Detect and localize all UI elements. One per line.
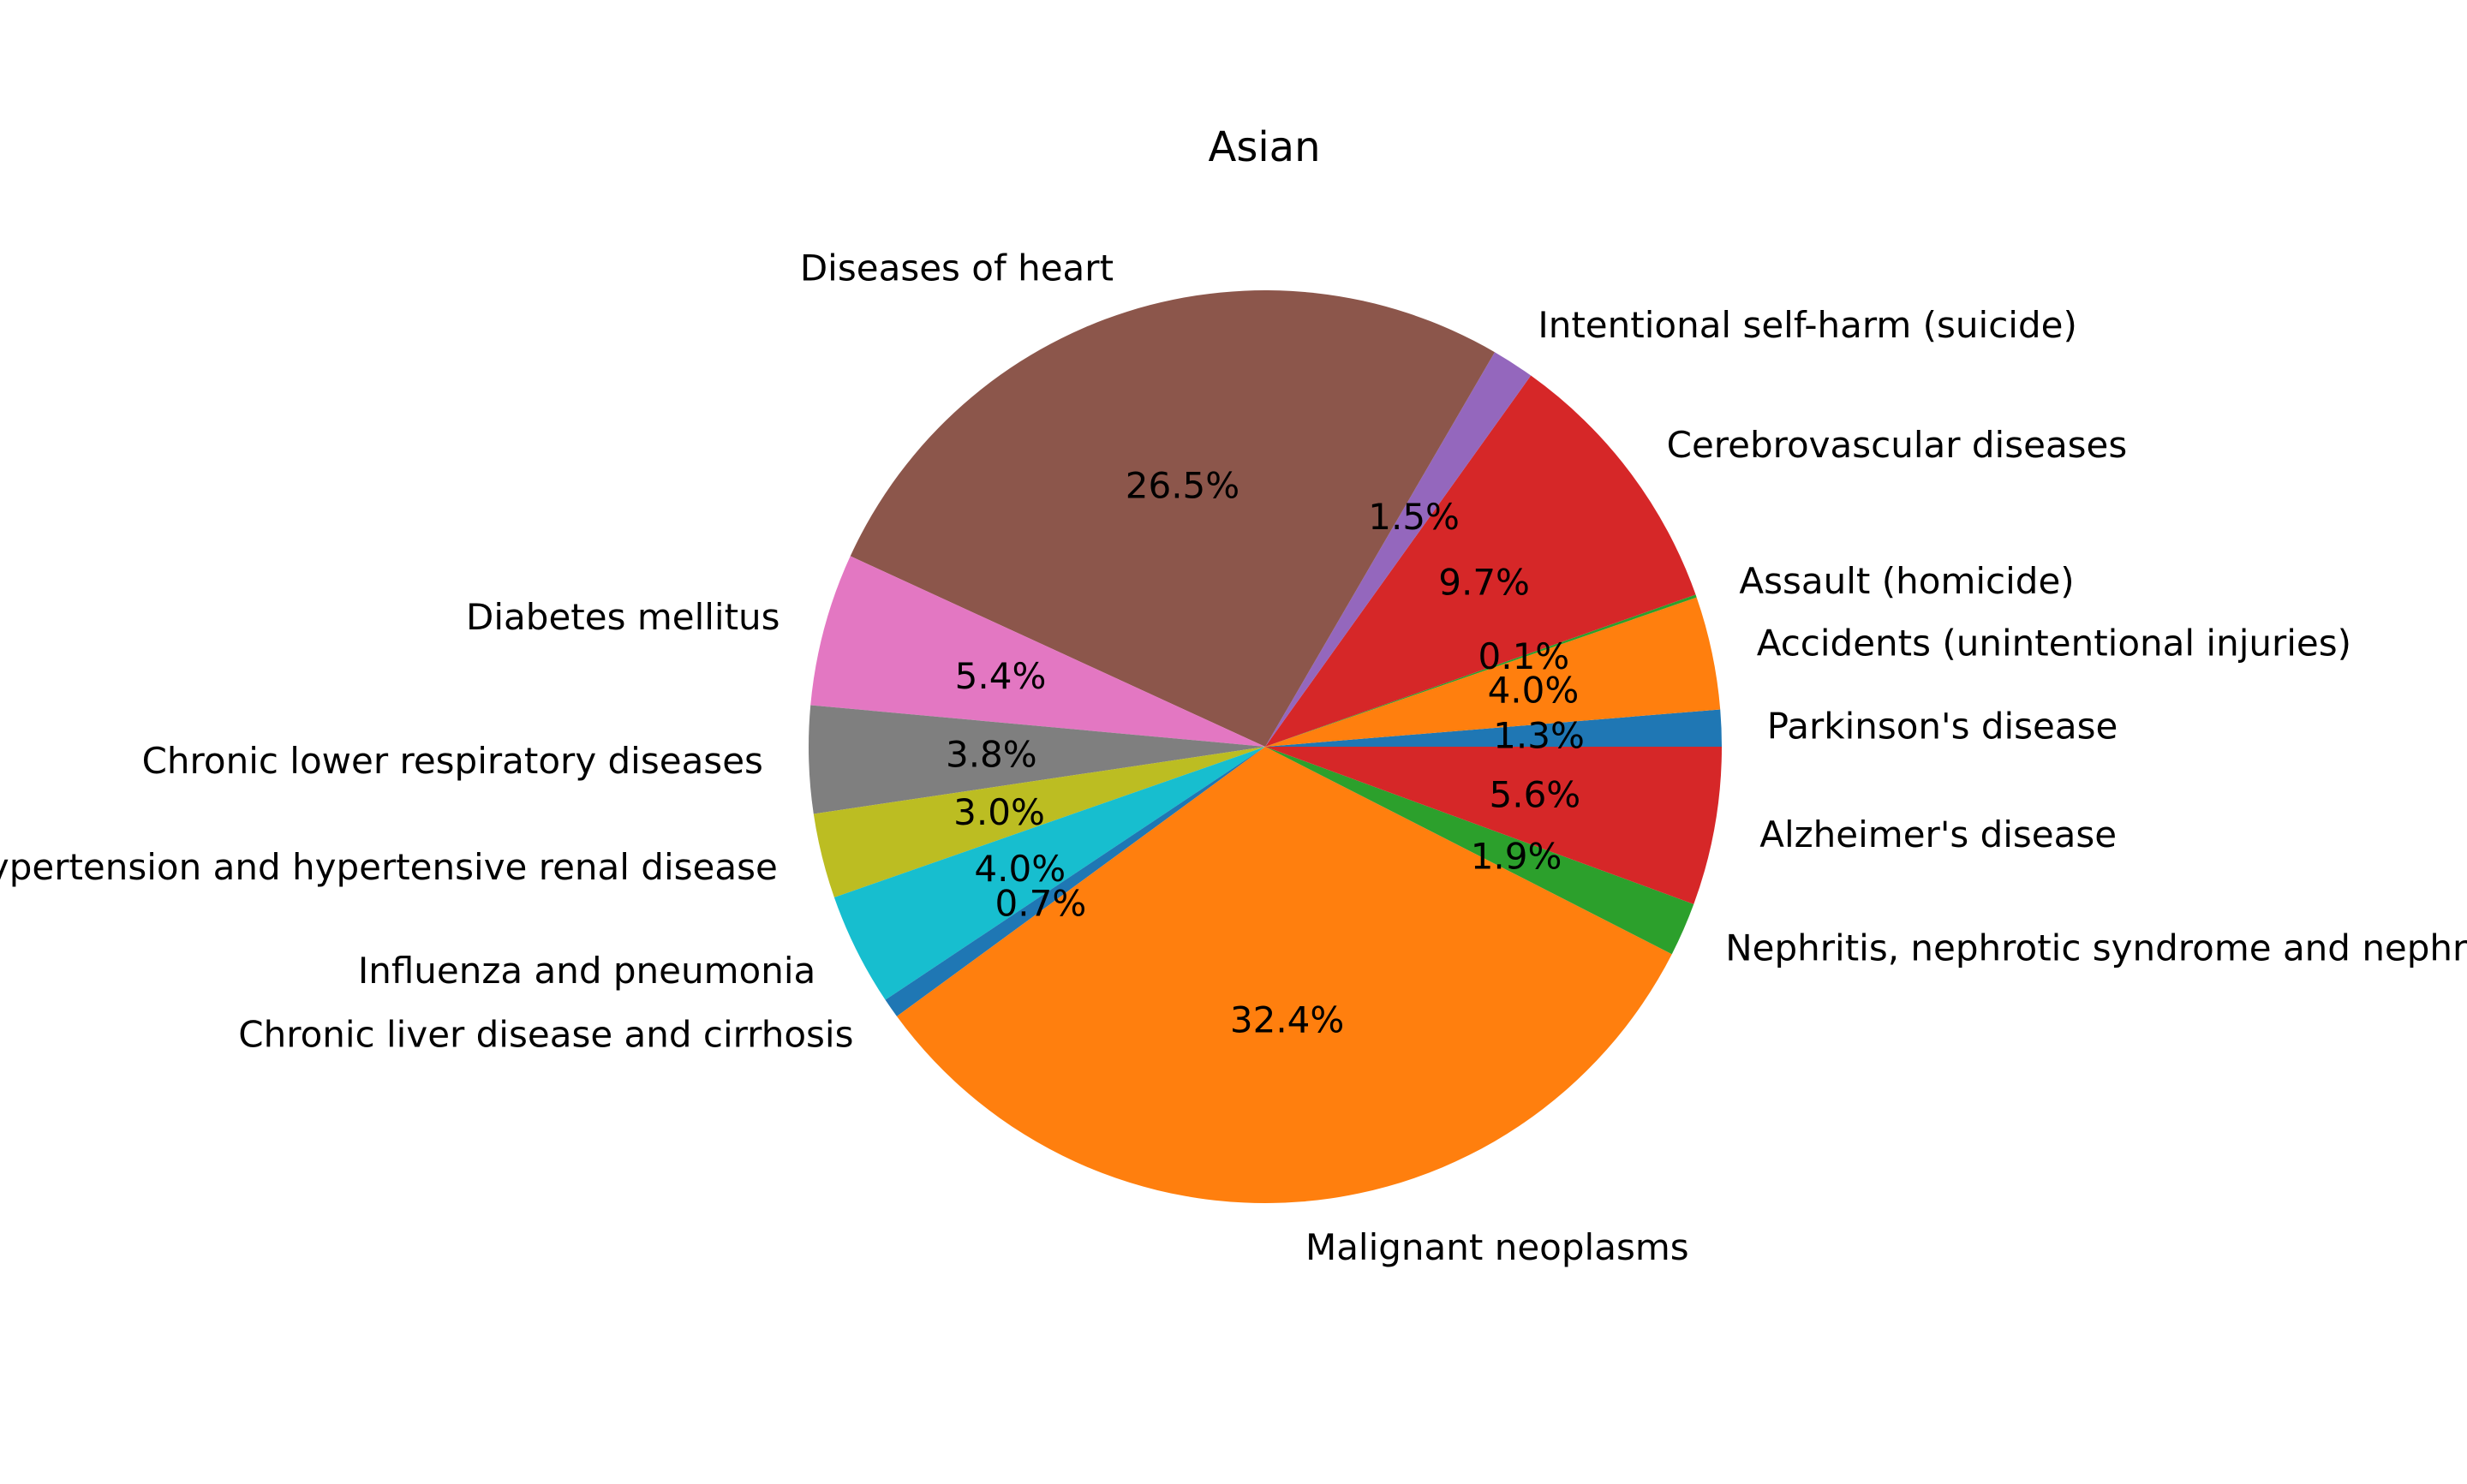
pie-slice-influenza-and-pneumonia bbox=[833, 747, 1265, 1000]
slice-labels: Parkinson's disease Accidents (unintentio… bbox=[0, 247, 2467, 1268]
slice-label-cerebrovascular-diseases: Cerebrovascular diseases bbox=[1667, 424, 2128, 466]
percent-labels: 1.3%4.0%0.1%9.7%1.5%26.5%5.4%3.8%3.0%4.0… bbox=[946, 465, 1585, 1041]
percent-label-diabetes-mellitus: 5.4% bbox=[955, 655, 1047, 697]
slice-label-assault-homicide: Assault (homicide) bbox=[1739, 560, 2074, 602]
slice-label-diseases-of-heart: Diseases of heart bbox=[800, 247, 1114, 289]
slice-label-nephritis-nephrotic-syndrome-and-nephrosis: Nephritis, nephrotic syndrome and nephro… bbox=[1725, 927, 2467, 968]
percent-label-alzheimer-s-disease: 5.6% bbox=[1490, 774, 1581, 816]
pie-slices bbox=[809, 290, 1722, 1203]
chart-title: Asian bbox=[1208, 123, 1320, 171]
pie-slice-parkinson-s-disease bbox=[1265, 709, 1722, 747]
percent-label-intentional-self-harm-suicide: 1.5% bbox=[1368, 496, 1460, 538]
percent-label-influenza-and-pneumonia: 4.0% bbox=[974, 848, 1066, 890]
percent-label-diseases-of-heart: 26.5% bbox=[1126, 465, 1239, 507]
pie-slice-intentional-self-harm-suicide bbox=[1265, 352, 1532, 747]
slice-label-accidents-unintentional-injuries: Accidents (unintentional injuries) bbox=[1757, 623, 2351, 665]
percent-label-cerebrovascular-diseases: 9.7% bbox=[1438, 561, 1530, 603]
pie-slice-diseases-of-heart bbox=[850, 290, 1495, 747]
percent-label-nephritis-nephrotic-syndrome-and-nephrosis: 1.9% bbox=[1471, 836, 1562, 878]
pie-slice-nephritis-nephrotic-syndrome-and-nephrosis bbox=[1265, 747, 1694, 955]
pie-slice-malignant-neoplasms bbox=[896, 747, 1672, 1203]
percent-label-malignant-neoplasms: 32.4% bbox=[1230, 998, 1344, 1040]
pie-slice-chronic-liver-disease-and-cirrhosis bbox=[885, 747, 1265, 1016]
pie-slice-essential-hypertension-and-hypertensive-renal-disease bbox=[813, 747, 1265, 897]
slice-label-diabetes-mellitus: Diabetes mellitus bbox=[466, 596, 780, 638]
slice-label-influenza-and-pneumonia: Influenza and pneumonia bbox=[358, 950, 815, 992]
percent-label-chronic-liver-disease-and-cirrhosis: 0.7% bbox=[995, 883, 1087, 925]
pie-slice-cerebrovascular-diseases bbox=[1265, 375, 1696, 747]
slice-label-alzheimer-s-disease: Alzheimer's disease bbox=[1759, 814, 2117, 855]
percent-label-chronic-lower-respiratory-diseases: 3.8% bbox=[946, 734, 1037, 776]
pie-slice-assault-homicide bbox=[1265, 594, 1697, 747]
percent-label-essential-hypertension-and-hypertensive-renal-disease: 3.0% bbox=[953, 791, 1045, 833]
slice-label-chronic-liver-disease-and-cirrhosis: Chronic liver disease and cirrhosis bbox=[238, 1013, 853, 1055]
pie-slice-diabetes-mellitus bbox=[810, 556, 1265, 747]
percent-label-assault-homicide: 0.1% bbox=[1478, 635, 1570, 677]
slice-label-essential-hypertension-and-hypertensive-renal-disease: Essential hypertension and hypertensive … bbox=[0, 846, 778, 888]
slice-label-malignant-neoplasms: Malignant neoplasms bbox=[1305, 1226, 1689, 1268]
pie-slice-chronic-lower-respiratory-diseases bbox=[809, 705, 1265, 814]
slice-label-intentional-self-harm-suicide: Intentional self-harm (suicide) bbox=[1538, 304, 2077, 346]
slice-label-parkinson-s-disease: Parkinson's disease bbox=[1767, 706, 2118, 748]
percent-label-parkinson-s-disease: 1.3% bbox=[1493, 714, 1585, 756]
pie-slice-alzheimer-s-disease bbox=[1265, 747, 1722, 904]
slice-label-chronic-lower-respiratory-diseases: Chronic lower respiratory diseases bbox=[142, 740, 763, 782]
percent-label-accidents-unintentional-injuries: 4.0% bbox=[1488, 670, 1580, 712]
pie-slice-accidents-unintentional-injuries bbox=[1265, 597, 1721, 747]
